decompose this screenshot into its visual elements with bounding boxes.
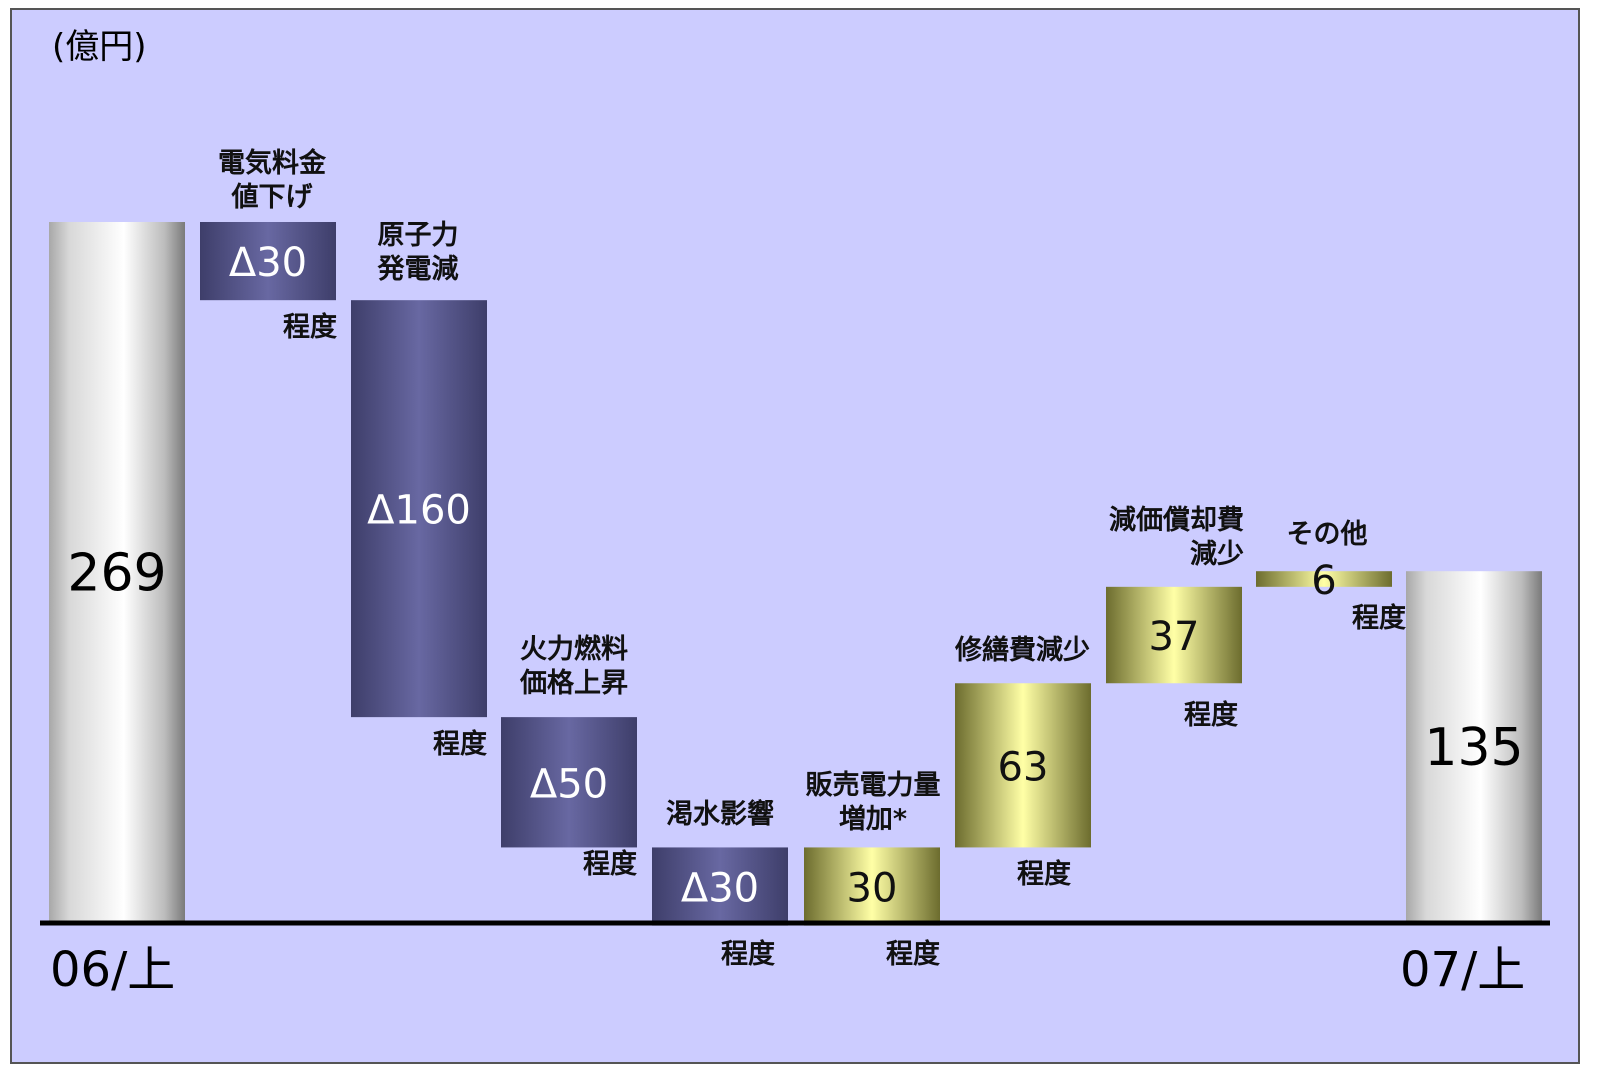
chart-frame — [10, 8, 1580, 1064]
value-label-start: 269 — [67, 544, 166, 604]
value-label-step-2: Δ160 — [367, 488, 471, 534]
category-label-step-3-line-2: 価格上昇 — [519, 668, 628, 699]
note-label-step-1: 程度 — [283, 311, 337, 343]
category-label-step-5-line-2: 増加* — [839, 803, 907, 835]
value-label-step-6: 63 — [998, 744, 1049, 790]
note-label-step-6: 程度 — [1017, 858, 1071, 890]
category-label-step-5-line-1: 販売電力量 — [806, 770, 941, 801]
category-label-step-6-line-1: 修繕費減少 — [954, 634, 1090, 666]
category-label-step-2-line-2: 発電減 — [377, 254, 459, 285]
value-label-step-7: 37 — [1149, 614, 1200, 660]
note-label-step-8: 程度 — [1352, 602, 1406, 634]
bar-step-1 — [200, 222, 336, 301]
category-label-step-3-line-1: 火力燃料 — [520, 634, 628, 665]
bar-end-total — [1406, 571, 1542, 923]
unit-label: (億円) — [52, 27, 147, 67]
bars-layer — [49, 222, 1542, 926]
note-label-step-4: 程度 — [721, 938, 775, 970]
note-label-step-5: 程度 — [886, 938, 940, 970]
value-label-end: 135 — [1424, 718, 1523, 778]
category-label-step-1-line-2: 値下げ — [231, 182, 314, 213]
category-label-step-4-line-1: 渇水影響 — [666, 798, 774, 830]
value-label-step-8: 6 — [1311, 558, 1336, 604]
note-label-step-7: 程度 — [1184, 699, 1238, 731]
value-label-step-3: Δ50 — [530, 761, 608, 807]
labels-layer: 269Δ30電気料金値下げ程度Δ160原子力発電減程度Δ50火力燃料価格上昇程度… — [67, 147, 1523, 970]
category-label-step-2-line-1: 原子力 — [378, 220, 459, 251]
bar-step-8 — [1256, 571, 1392, 587]
note-label-step-3: 程度 — [583, 848, 637, 880]
bar-step-5 — [804, 847, 940, 926]
category-label-step-8-line-1: その他 — [1287, 519, 1368, 550]
value-label-step-1: Δ30 — [229, 240, 307, 286]
bar-start-total — [49, 222, 185, 923]
category-start: 06/上 — [50, 942, 175, 998]
bar-step-3 — [501, 717, 637, 848]
bar-step-4 — [652, 847, 788, 926]
bar-step-2 — [351, 300, 487, 718]
value-label-step-5: 30 — [847, 866, 898, 912]
value-label-step-4: Δ30 — [681, 866, 759, 912]
note-label-step-2: 程度 — [433, 728, 487, 760]
category-end: 07/上 — [1400, 942, 1525, 998]
category-label-step-7-line-2: 減少 — [1190, 539, 1244, 570]
bar-step-7 — [1106, 586, 1242, 684]
category-label-step-7-line-1: 減価償却費 — [1109, 505, 1244, 536]
bar-step-6 — [955, 683, 1091, 848]
category-label-step-1-line-1: 電気料金 — [218, 147, 327, 179]
